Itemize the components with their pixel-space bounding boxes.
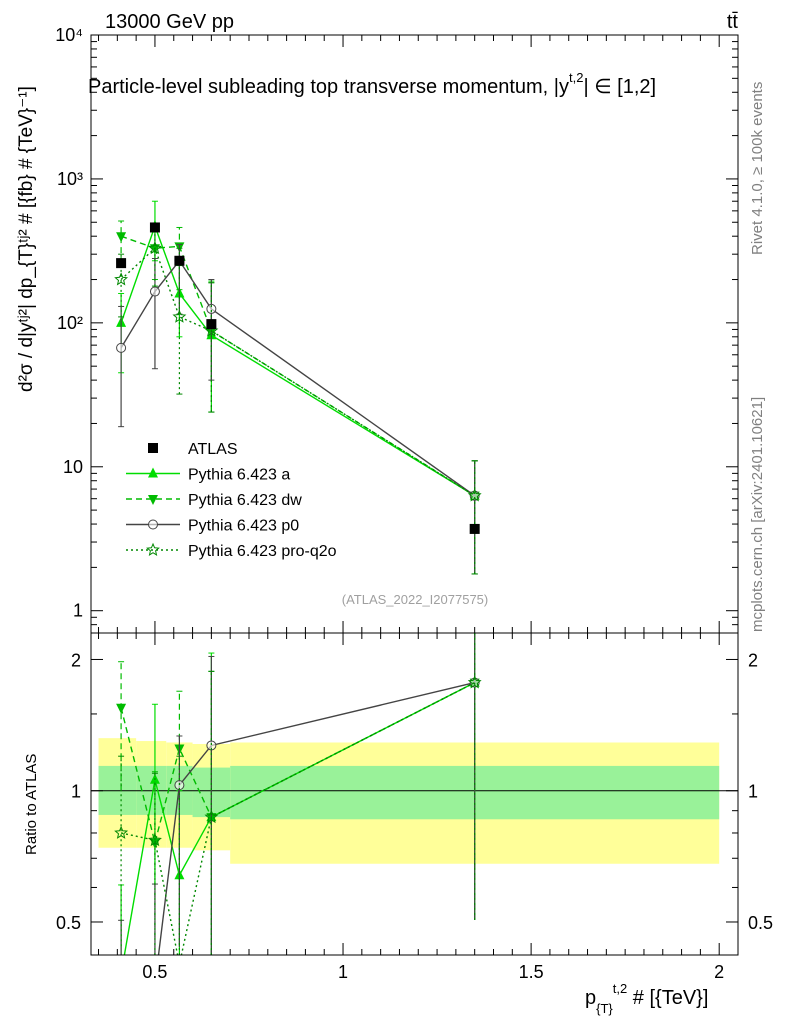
atlas-data-point (174, 255, 185, 266)
plot-title-sup: t,2 (569, 70, 583, 85)
ratio-y-tick-label-right: 1 (748, 782, 758, 802)
rivet-label: Rivet 4.1.0, ≥ 100k events (749, 82, 766, 255)
top-series-group (114, 200, 482, 575)
plot-title-main: Particle-level subleading top transverse… (88, 76, 569, 98)
x-tick-label: 1.5 (519, 962, 544, 982)
x-axis-label-base: p (585, 987, 596, 1009)
top-y-tick-label: 10 (63, 457, 83, 477)
x-tick-label: 1 (338, 962, 348, 982)
legend-label: Pythia 6.423 pro-q2o (188, 543, 337, 560)
point-dw (116, 232, 127, 243)
legend-marker-a (148, 467, 158, 478)
top-y-tick-label: 10³ (57, 169, 83, 189)
point-p0 (206, 303, 217, 314)
point-q2o (172, 309, 187, 323)
ratio-y-tick-label-right: 2 (748, 650, 758, 670)
legend: ATLAS Pythia 6.423 a Pythia 6.423 dw Pythia… (126, 441, 337, 560)
plot-title-end: | ∈ [1,2] (583, 76, 656, 98)
ratio-y-tick-label: 1 (71, 782, 81, 802)
ratio-y-tick-label: 0.5 (56, 913, 81, 933)
legend-label: Pythia 6.423 a (188, 467, 290, 484)
x-axis-label-sup: t,2 (613, 981, 627, 996)
ratio-point-q2o (114, 825, 129, 839)
ratio-point-q2o (467, 675, 482, 689)
legend-label: Pythia 6.423 dw (188, 492, 302, 509)
ratio-uncertainty-bands (98, 738, 720, 864)
legend-marker-p0 (148, 519, 158, 530)
atlas-data-point (149, 222, 160, 233)
atlas-data-point (206, 319, 217, 330)
series-line-p0 (120, 259, 476, 497)
analysis-watermark: (ATLAS_2022_I2077575) (342, 592, 488, 607)
ratio-point-q2o (147, 832, 162, 847)
top-y-tick-label: 10⁴ (55, 25, 83, 45)
bottom-y-axis-label: Ratio to ATLAS (23, 754, 40, 855)
x-axis-label: p{T}t,2 # [{TeV}] (585, 981, 708, 1016)
mcplots-label: mcplots.cern.ch [arXiv:2401.10621] (749, 397, 766, 632)
x-axis-label-sub: {T} (596, 1001, 613, 1016)
series-line-dw (120, 235, 476, 497)
ratio-y-tick-label: 2 (71, 650, 81, 670)
ratio-y-tick-label-right: 0.5 (748, 913, 773, 933)
atlas-data-point (469, 523, 480, 534)
legend-marker-dw (148, 495, 158, 505)
point-q2o (467, 488, 482, 502)
series-line-q2o (120, 246, 476, 497)
plot-title: Particle-level subleading top transverse… (88, 70, 656, 98)
process-label: tt̄ (727, 11, 739, 33)
top-y-tick-label: 10² (57, 313, 83, 333)
point-q2o (114, 272, 129, 286)
point-q2o (147, 240, 162, 255)
point-p0 (149, 286, 160, 297)
bottom-panel-frame (90, 632, 739, 956)
energy-label: 13000 GeV pp (105, 11, 234, 33)
x-axis-label-end: # [{TeV}] (627, 987, 708, 1009)
ratio-point-q2o (204, 809, 219, 824)
top-y-tick-label: 1 (73, 601, 83, 621)
series-layer (114, 200, 482, 955)
top-y-axis-label: d²σ / d|yᵗʲ²| dp_{T}ᵗʲ² # [{fb} # {TeV}⁻… (16, 86, 37, 392)
atlas-data-point (116, 258, 127, 269)
ratio-line-q2o (120, 681, 476, 955)
ratio-series-group (114, 633, 482, 955)
legend-label: ATLAS (188, 441, 238, 458)
x-tick-label: 0.5 (142, 962, 167, 982)
ratio-point-dw (116, 703, 127, 714)
legend-marker-q2o (146, 542, 160, 556)
legend-label: Pythia 6.423 p0 (188, 518, 299, 535)
legend-marker-atlas (148, 443, 158, 453)
x-tick-label: 2 (714, 962, 724, 982)
point-p0 (116, 342, 127, 353)
